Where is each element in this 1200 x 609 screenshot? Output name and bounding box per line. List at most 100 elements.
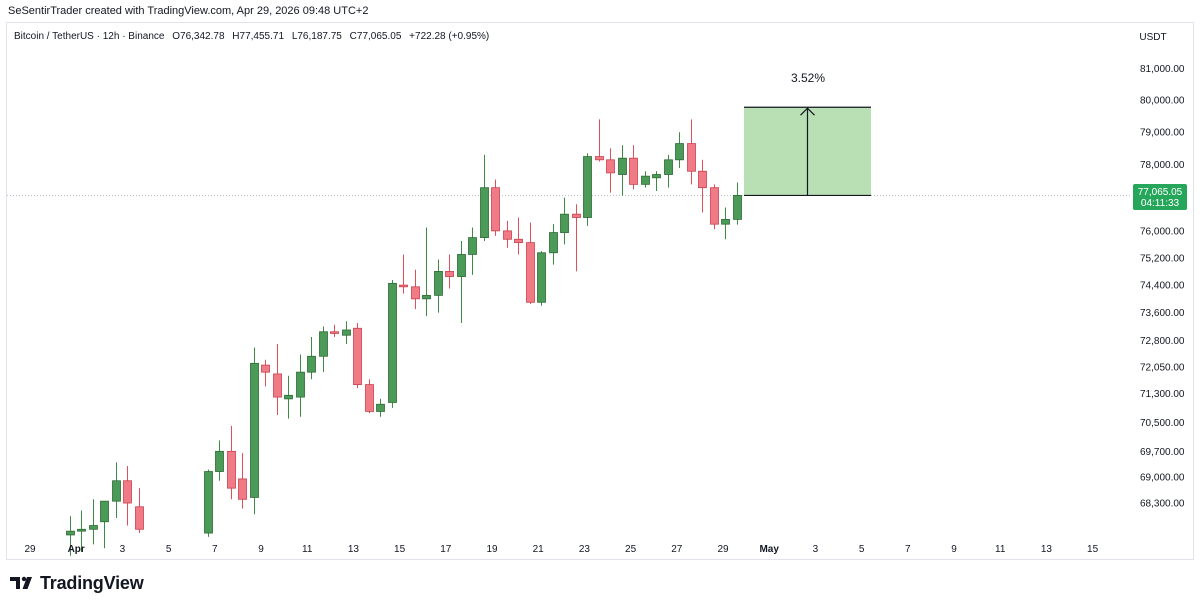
candle-body xyxy=(606,159,615,174)
candle-body xyxy=(135,506,144,530)
candle xyxy=(629,145,638,190)
currency-label: USDT xyxy=(1139,32,1166,43)
price-axis[interactable]: 81,000.00 80,000.00 79,000.00 78,000.00 76,0… xyxy=(1140,64,1185,509)
candle xyxy=(204,469,213,537)
candle xyxy=(721,207,730,240)
candle xyxy=(238,453,247,509)
price-tick-label: 72,800.00 xyxy=(1140,336,1185,347)
candle-body xyxy=(100,500,109,523)
candle xyxy=(445,254,454,289)
legend-low-label: L xyxy=(292,31,298,42)
candle-body xyxy=(215,450,224,472)
candle xyxy=(411,269,420,310)
candle-body xyxy=(376,403,385,412)
candle xyxy=(353,323,362,389)
time-tick-label: 29 xyxy=(24,544,36,555)
candle xyxy=(66,516,75,556)
chart-frame xyxy=(6,22,1194,560)
time-axis[interactable]: 29 Apr 3 5 7 9 11 13 15 17 19 21 23 25 27 29 May 3 5 7 9 11 13… xyxy=(24,544,1098,555)
price-tick-label: 69,700.00 xyxy=(1140,447,1185,458)
candle-body xyxy=(629,157,638,185)
candle-body xyxy=(112,480,121,502)
candle xyxy=(733,182,742,225)
legend-change: +722.28 (+0.95%) xyxy=(409,31,489,42)
candle xyxy=(434,259,443,313)
legend-close-value: 77,065.05 xyxy=(357,31,402,42)
price-tick-label: 73,600.00 xyxy=(1140,308,1185,319)
candle xyxy=(675,132,684,168)
candle xyxy=(388,279,397,408)
candle-body xyxy=(468,237,477,255)
time-tick-label: 9 xyxy=(951,544,957,555)
price-tick-label: 71,300.00 xyxy=(1140,389,1185,400)
candle xyxy=(422,227,431,317)
candle-body xyxy=(445,271,454,277)
candle xyxy=(227,425,236,500)
candle-body xyxy=(365,384,374,412)
candle xyxy=(342,321,351,344)
candle-body xyxy=(66,530,75,536)
time-tick-label: 13 xyxy=(348,544,360,555)
legend-high-value: 77,455.71 xyxy=(240,31,285,42)
price-tick-label: 72,050.00 xyxy=(1140,362,1185,373)
time-tick-label: 23 xyxy=(579,544,591,555)
legend-close-label: C xyxy=(350,31,357,42)
time-tick-label: May xyxy=(759,544,779,555)
candle-body xyxy=(549,232,558,254)
attribution-text: SeSentirTrader created with TradingView.… xyxy=(8,5,369,17)
candle-body xyxy=(675,143,684,161)
candle xyxy=(480,154,489,241)
candle-body xyxy=(227,450,236,489)
last-price-tag: 77,065.05 04:11:33 xyxy=(1133,184,1187,210)
candle-body xyxy=(572,213,581,218)
plot-area[interactable] xyxy=(7,106,1132,556)
candle xyxy=(606,148,615,193)
time-tick-label: 3 xyxy=(813,544,819,555)
legend-high-label: H xyxy=(232,31,239,42)
candle-body xyxy=(238,478,247,500)
target-arrow-head xyxy=(800,107,815,116)
time-tick-label: 15 xyxy=(394,544,406,555)
candle-body xyxy=(77,528,86,532)
candle xyxy=(526,222,535,304)
candle-body xyxy=(710,187,719,225)
candle xyxy=(273,343,282,416)
candle xyxy=(123,466,132,526)
candle-body xyxy=(537,252,546,303)
candle-body xyxy=(652,174,661,179)
candle-body xyxy=(457,254,466,277)
candle-body xyxy=(204,471,213,534)
legend-low-value: 76,187.75 xyxy=(297,31,342,42)
candle xyxy=(549,224,558,265)
candle-body xyxy=(480,187,489,238)
candle xyxy=(457,240,466,324)
time-tick-label: 7 xyxy=(905,544,911,555)
bar-countdown: 04:11:33 xyxy=(1141,198,1180,209)
candle-body xyxy=(261,364,270,373)
candle-body xyxy=(411,286,420,300)
time-tick-label: 9 xyxy=(258,544,264,555)
candle xyxy=(215,440,224,481)
candle-body xyxy=(434,271,443,296)
candle-body xyxy=(307,355,316,373)
last-price-value: 77,065.05 xyxy=(1138,187,1183,198)
chart-legend: Bitcoin / TetherUS · 12h · Binance O76,3… xyxy=(14,31,489,42)
price-tick-label: 80,000.00 xyxy=(1140,96,1185,107)
candle xyxy=(376,398,385,417)
candle xyxy=(319,326,328,373)
time-tick-label: 11 xyxy=(302,544,313,555)
price-tick-label: 79,000.00 xyxy=(1140,128,1185,139)
candle-body xyxy=(733,195,742,220)
price-tick-label: 74,400.00 xyxy=(1140,281,1185,292)
candle xyxy=(100,500,109,549)
time-tick-label: 3 xyxy=(120,544,126,555)
candle xyxy=(468,227,477,275)
candle-body xyxy=(641,175,650,185)
candle xyxy=(89,499,98,545)
tradingview-logo-icon xyxy=(10,576,32,589)
candle-body xyxy=(89,525,98,530)
candle-body xyxy=(342,329,351,336)
candle-body xyxy=(618,157,627,175)
candle-body xyxy=(514,238,523,244)
